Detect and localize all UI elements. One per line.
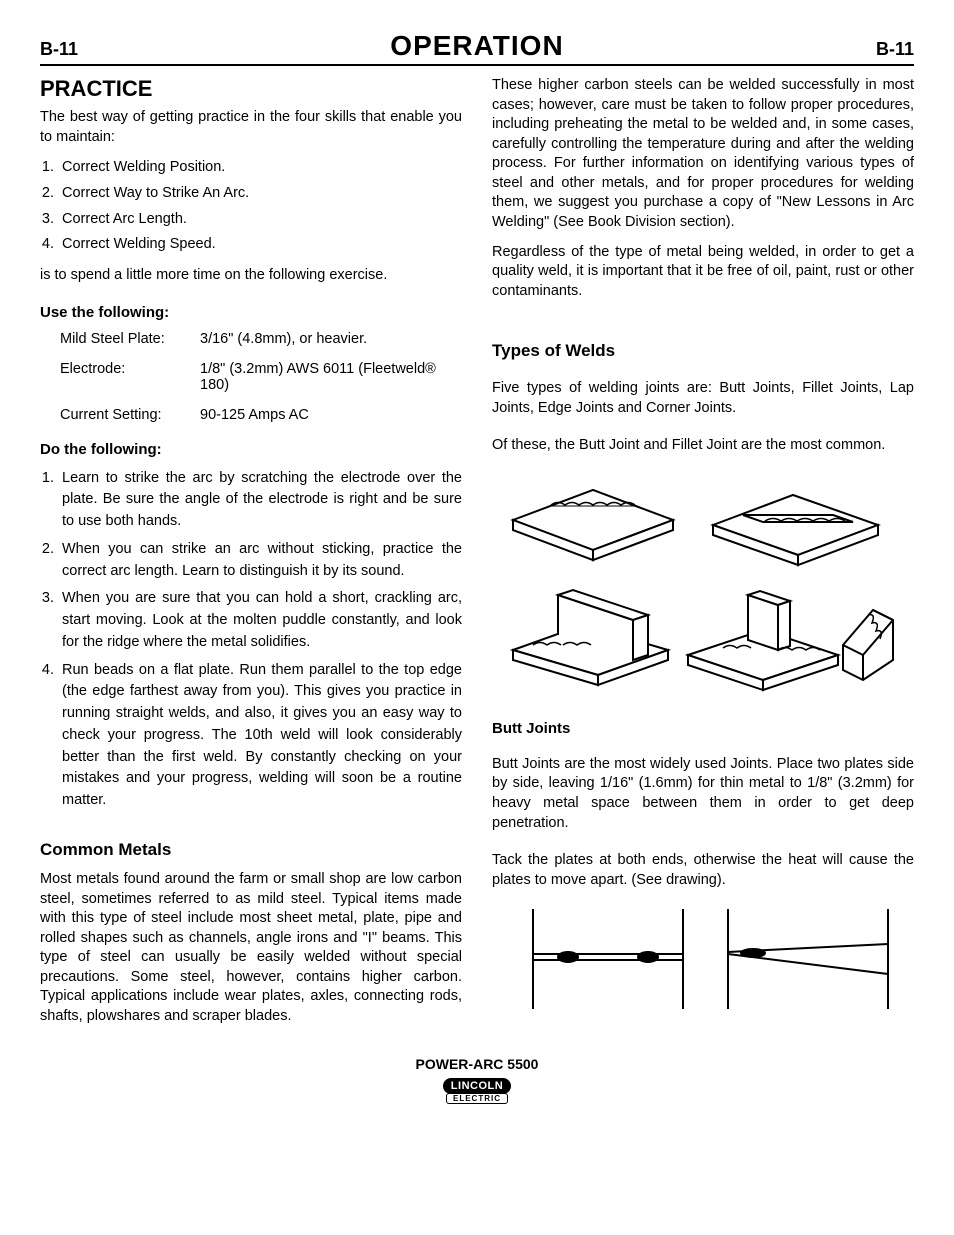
right-column: These higher carbon steels can be welded… [492,76,914,1036]
spec-label: Current Setting: [60,407,200,423]
list-item: Run beads on a flat plate. Run them para… [58,660,462,812]
types-of-welds-title: Types of Welds [492,341,914,361]
types-common: Of these, the Butt Joint and Fillet Join… [492,436,914,456]
common-metals-body: Most metals found around the farm or sma… [40,870,462,1027]
list-item: Correct Welding Speed. [58,234,462,256]
spec-value: 3/16" (4.8mm), or heavier. [200,331,462,347]
types-intro: Five types of welding joints are: Butt J… [492,379,914,418]
brand-bottom: ELECTRIC [446,1093,508,1104]
spec-value: 1/8" (3.2mm) AWS 6011 (Fleetweld® 180) [200,361,462,393]
carbon-steel-para: These higher carbon steels can be welded… [492,76,914,233]
list-item: Learn to strike the arc by scratching th… [58,468,462,533]
header-page-right: B-11 [876,39,914,60]
spec-row: Current Setting: 90-125 Amps AC [60,407,462,423]
footer-product: POWER-ARC 5500 [40,1056,914,1072]
left-column: PRACTICE The best way of getting practic… [40,76,462,1036]
quality-weld-para: Regardless of the type of metal being we… [492,243,914,302]
list-item: When you can strike an arc without stick… [58,539,462,583]
butt-joints-title: Butt Joints [492,720,914,737]
header-title: OPERATION [390,30,563,62]
spec-value: 90-125 Amps AC [200,407,462,423]
weld-joints-figure [492,470,914,700]
use-following-heading: Use the following: [40,304,462,321]
list-item: Correct Way to Strike An Arc. [58,183,462,205]
do-following-list: Learn to strike the arc by scratching th… [40,468,462,812]
practice-intro: The best way of getting practice in the … [40,108,462,147]
brand-logo: LINCOLN ELECTRIC [443,1076,511,1104]
butt-p1: Butt Joints are the most widely used Joi… [492,755,914,833]
content-columns: PRACTICE The best way of getting practic… [40,76,914,1036]
list-item: When you are sure that you can hold a sh… [58,588,462,653]
brand-top: LINCOLN [443,1078,511,1094]
header-page-left: B-11 [40,39,78,60]
list-item: Correct Arc Length. [58,209,462,231]
spec-label: Mild Steel Plate: [60,331,200,347]
practice-outro: is to spend a little more time on the fo… [40,266,462,286]
spec-row: Mild Steel Plate: 3/16" (4.8mm), or heav… [60,331,462,347]
tack-plates-figure [492,904,914,1014]
tack-plates-icon [503,904,903,1014]
practice-skills-list: Correct Welding Position. Correct Way to… [40,157,462,256]
page-footer: POWER-ARC 5500 LINCOLN ELECTRIC [40,1056,914,1104]
list-item: Correct Welding Position. [58,157,462,179]
page-header: B-11 OPERATION B-11 [40,30,914,66]
spec-row: Electrode: 1/8" (3.2mm) AWS 6011 (Fleetw… [60,361,462,393]
do-following-heading: Do the following: [40,441,462,458]
common-metals-title: Common Metals [40,840,462,860]
practice-title: PRACTICE [40,76,462,102]
butt-p2: Tack the plates at both ends, otherwise … [492,851,914,890]
spec-table: Mild Steel Plate: 3/16" (4.8mm), or heav… [60,331,462,423]
spec-label: Electrode: [60,361,200,393]
weld-joints-icon [503,470,903,700]
